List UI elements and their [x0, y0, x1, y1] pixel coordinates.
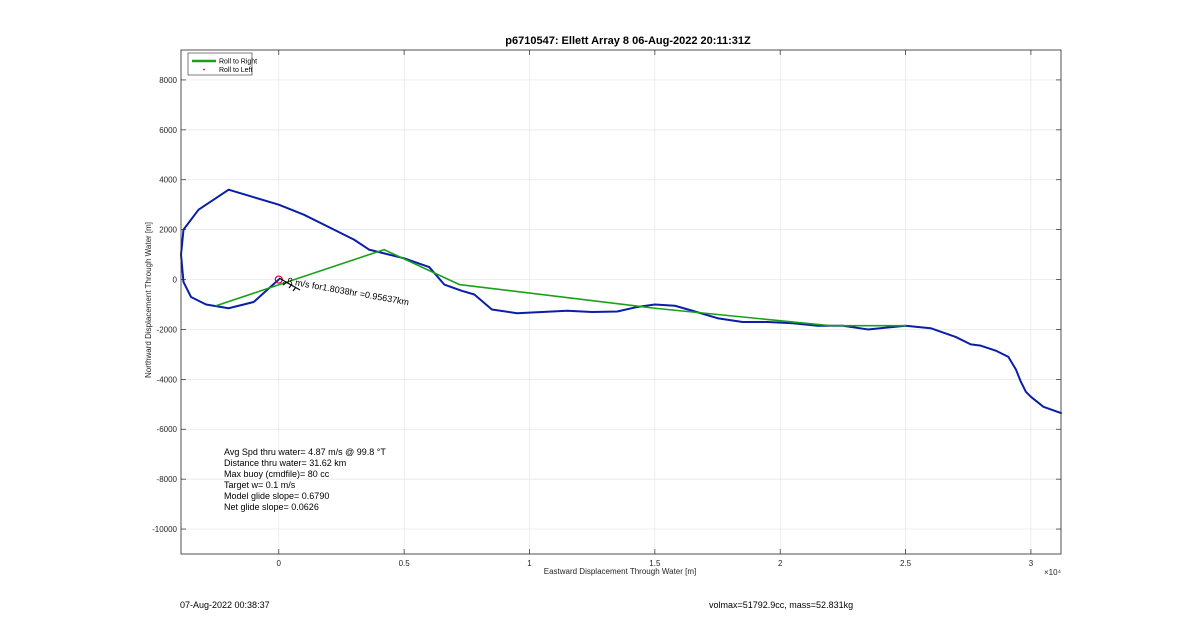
x-tick-label: 0: [277, 559, 282, 568]
x-tick-label: 2.5: [900, 559, 912, 568]
x-tick-label: 1.5: [649, 559, 661, 568]
y-tick-label: 4000: [159, 176, 177, 185]
x-tick-label: 3: [1029, 559, 1034, 568]
annotation-arrow: [278, 277, 301, 292]
legend: Roll to Right Roll to Left: [187, 52, 257, 76]
stat-net-glide-slope: Net glide slope= 0.0626: [224, 502, 319, 512]
stat-model-glide-slope: Model glide slope= 0.6790: [224, 491, 329, 501]
line-layer: [180, 188, 1062, 415]
chart-title: p6710547: Ellett Array 8 06-Aug-2022 20:…: [505, 35, 751, 47]
y-axis-label: Northward Displacement Through Water [m]: [144, 222, 153, 378]
x-tick-label: 0.5: [399, 559, 411, 568]
stat-distance: Distance thru water= 31.62 km: [224, 458, 346, 468]
y-tick-label: 2000: [159, 226, 177, 235]
grid-layer: [181, 50, 1061, 554]
y-tick-label: 8000: [159, 76, 177, 85]
x-axis-label: Eastward Displacement Through Water [m]: [544, 567, 697, 576]
legend-roll-right-label: Roll to Right: [219, 59, 257, 66]
stats-block: Avg Spd thru water= 4.87 m/s @ 99.8 °T D…: [224, 447, 386, 512]
start-marker-group: ..ß m/s for1.8038hr =0.95637km: [274, 275, 410, 307]
axes-box: [180, 49, 1062, 555]
y-tick-label: -6000: [157, 425, 178, 434]
stat-target-w: Target w= 0.1 m/s: [224, 480, 296, 490]
x-exponent-label: ×10⁴: [1044, 568, 1062, 577]
tick-layer: 0 0.5 1 1.5 2 2.5 3 -10000 -8000 -6000 -4000 -2000 0…: [152, 50, 1061, 568]
y-tick-label: -4000: [157, 375, 178, 384]
y-tick-label: 0: [173, 276, 178, 285]
y-tick-label: -2000: [157, 325, 178, 334]
annotation-arrow-text: ..ß m/s for1.8038hr =0.95637km: [282, 275, 410, 307]
x-tick-label: 2: [778, 559, 783, 568]
footer-volume-mass: volmax=51792.9cc, mass=52.831kg: [709, 600, 854, 610]
legend-roll-left-label: Roll to Left: [219, 67, 253, 74]
y-tick-label: 6000: [159, 126, 177, 135]
legend-roll-left-swatch: [203, 68, 205, 71]
y-tick-label: -8000: [157, 475, 178, 484]
series-roll-to-right: [215, 248, 907, 327]
stat-max-buoy: Max buoy (cmdfile)= 80 cc: [224, 469, 330, 479]
series-track: [180, 188, 1062, 415]
x-tick-label: 1: [527, 559, 532, 568]
y-tick-label: -10000: [152, 525, 177, 534]
stat-avg-speed: Avg Spd thru water= 4.87 m/s @ 99.8 °T: [224, 447, 386, 457]
footer-timestamp: 07-Aug-2022 00:38:37: [180, 600, 270, 610]
